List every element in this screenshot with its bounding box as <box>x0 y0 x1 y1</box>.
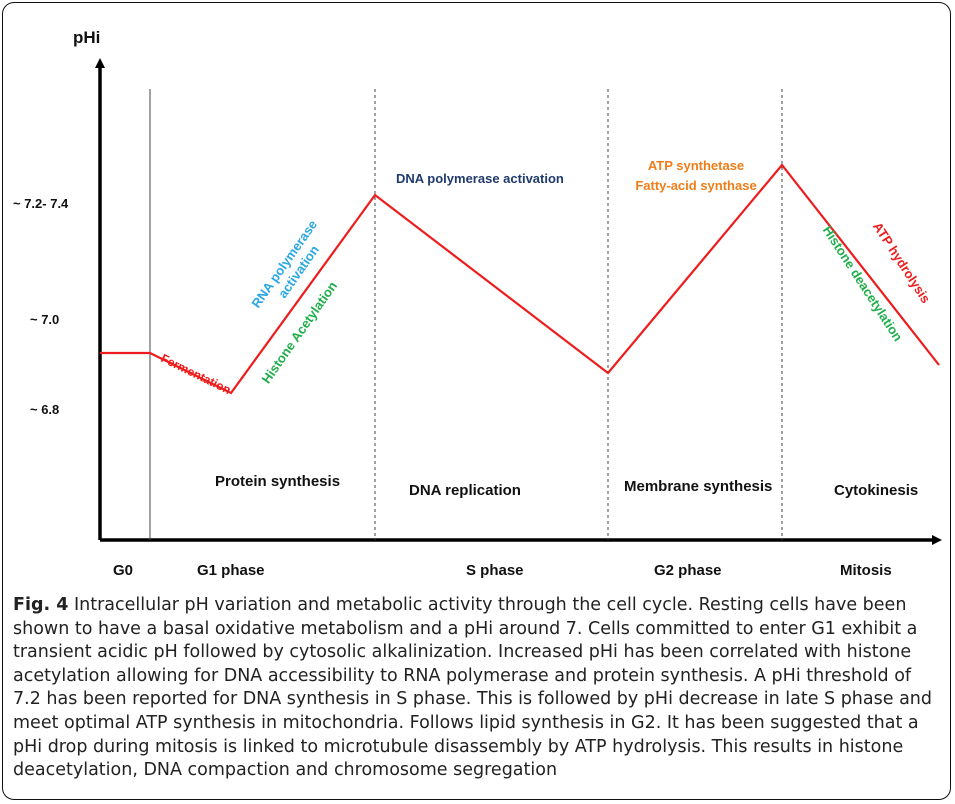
annotation-fatty-acid-synthase: Fatty-acid synthase <box>635 178 756 193</box>
activity-membrane-synthesis: Membrane synthesis <box>624 478 772 495</box>
y-tick-label: ~ 7.2- 7.4 <box>13 196 69 211</box>
figure-caption: Fig. 4 Intracellular pH variation and me… <box>13 594 933 783</box>
activity-dna-replication: DNA replication <box>409 482 521 499</box>
y-tick-label: ~ 6.8 <box>30 402 59 417</box>
figure-label: Fig. 4 <box>13 595 69 615</box>
phase-label-s: S phase <box>466 562 524 579</box>
activity-cytokinesis: Cytokinesis <box>834 482 918 499</box>
annotation-fermentation: Fermentation <box>159 351 233 397</box>
phi-curve <box>100 163 940 395</box>
phase-label-g2: G2 phase <box>654 562 722 579</box>
annotation-atp-hydrolysis: ATP hydrolysis <box>870 219 933 306</box>
y-axis-label: pHi <box>73 28 100 47</box>
y-tick-label: ~ 7.0 <box>30 312 59 327</box>
phase-label-g0: G0 <box>113 562 133 579</box>
caption-text: Intracellular pH variation and metabolic… <box>13 595 932 781</box>
annotation-atp-synthetase: ATP synthetase <box>648 158 744 173</box>
annotation-dna-polymerase: DNA polymerase activation <box>396 171 564 186</box>
phase-label-g1: G1 phase <box>197 562 265 579</box>
activity-protein-synthesis: Protein synthesis <box>215 473 340 490</box>
cell-cycle-ph-diagram: pHi ~ 7.2- 7.4 ~ 7.0 ~ 6.8 G0 G1 phase S… <box>13 28 942 579</box>
phase-label-mitosis: Mitosis <box>840 562 892 579</box>
